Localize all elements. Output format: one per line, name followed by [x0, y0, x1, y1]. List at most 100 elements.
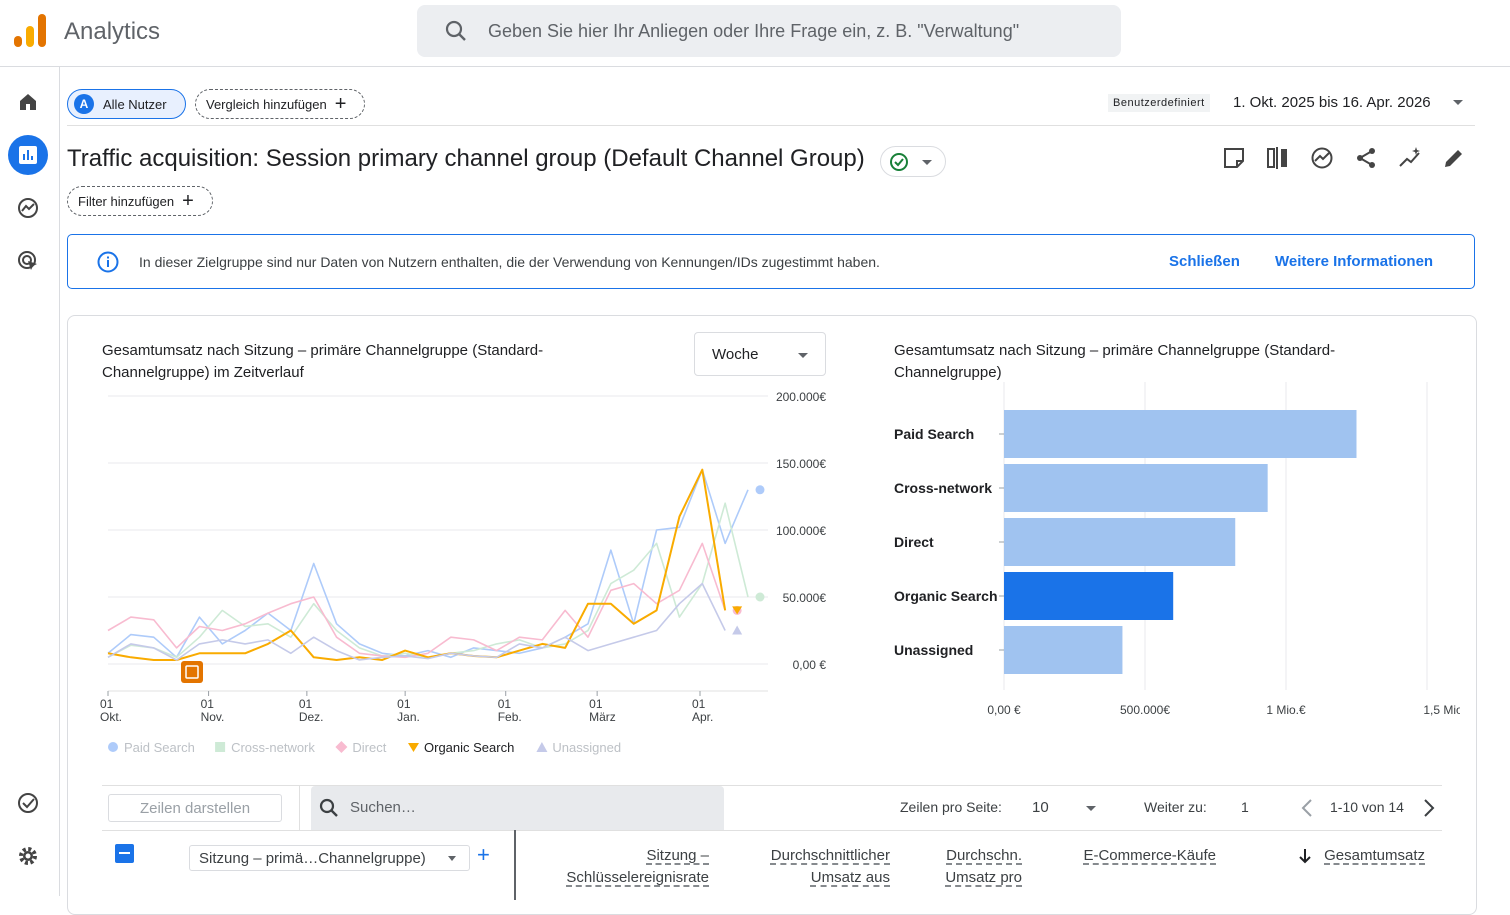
series-line	[107, 542, 726, 659]
chevron-down-icon[interactable]	[1086, 806, 1096, 811]
series-end-marker	[732, 606, 743, 615]
column-divider	[514, 830, 516, 900]
legend-item: Direct	[335, 740, 387, 755]
chevron-down-icon	[448, 856, 456, 861]
sparkle-trend-icon[interactable]	[1398, 146, 1422, 170]
bar	[1004, 572, 1174, 620]
col-avg-revenue[interactable]: Durchschnittlicher Umsatz aus	[730, 845, 890, 889]
bar-chart-title-line2: Channelgruppe)	[894, 364, 1002, 381]
y-tick-label: 100.000€	[776, 524, 826, 538]
show-rows-button[interactable]: Zeilen darstellen	[108, 794, 282, 822]
bar-chart-title-line1: Gesamtumsatz nach Sitzung – primäre Chan…	[894, 342, 1336, 359]
col-key-event-rate[interactable]: Sitzung – Schlüsselereignisrate	[530, 845, 709, 889]
segment-all-users[interactable]: A Alle Nutzer	[67, 89, 186, 119]
goto-label: Weiter zu:	[1144, 799, 1207, 815]
legend-marker	[108, 742, 118, 752]
divider	[299, 786, 300, 830]
search-placeholder: Geben Sie hier Ihr Anliegen oder Ihre Fr…	[488, 21, 1020, 41]
banner-more-info-link[interactable]: Weitere Informationen	[1275, 253, 1434, 270]
granularity-select[interactable]: Woche	[694, 332, 826, 376]
table-search-input[interactable]: Suchen…	[311, 786, 724, 830]
bar	[1004, 518, 1236, 566]
bar	[1004, 464, 1268, 512]
date-range[interactable]: 1. Okt. 2025 bis 16. Apr. 2026	[1233, 94, 1431, 111]
legend-label: Unassigned	[552, 740, 621, 755]
dimension-select[interactable]: Sitzung – primä…Channelgruppe)	[189, 845, 470, 871]
bar-category-label: Organic Search	[894, 588, 998, 604]
admin-check-icon	[18, 793, 38, 813]
add-dimension-icon[interactable]: +	[477, 842, 490, 867]
x-tick-label: Jan.	[397, 710, 420, 724]
rows-per-page-select[interactable]: 10	[1032, 799, 1049, 816]
note-icon[interactable]	[1222, 146, 1246, 170]
legend-label: Organic Search	[424, 740, 514, 755]
bar-category-label: Unassigned	[894, 642, 973, 658]
x-tick-label: 01	[299, 697, 313, 711]
bar	[1004, 626, 1123, 674]
col-total-revenue[interactable]: Gesamtumsatz	[1290, 845, 1425, 867]
x-tick-label: 1,5 Mio	[1423, 703, 1460, 717]
legend-marker	[335, 741, 348, 753]
series-end-marker	[732, 625, 743, 635]
compare-icon[interactable]	[1266, 146, 1290, 170]
banner-text: In dieser Zielgruppe sind nur Daten von …	[139, 254, 880, 270]
x-tick-label: Apr.	[692, 710, 713, 724]
search-icon	[445, 20, 466, 41]
top-bar: Analytics Geben Sie hier Ihr Anliegen od…	[0, 0, 1510, 67]
series-line	[107, 582, 726, 661]
legend-label: Direct	[352, 740, 386, 755]
col-ecommerce-purchases[interactable]: E-Commerce-Käufe	[1060, 845, 1216, 867]
chevron-right-icon[interactable]	[1422, 798, 1436, 818]
settings-icon	[19, 847, 37, 865]
reports-icon	[19, 146, 37, 164]
legend-item: Unassigned	[536, 740, 621, 755]
x-tick-label: 500.000€	[1120, 703, 1170, 717]
edit-icon[interactable]	[1442, 146, 1466, 170]
info-icon	[97, 251, 119, 273]
x-tick-label: 0,00 €	[987, 703, 1021, 717]
annotation-marker-icon	[181, 661, 203, 683]
x-tick-label: März	[589, 710, 616, 724]
nav-settings[interactable]	[8, 836, 48, 876]
bar-category-label: Paid Search	[894, 426, 974, 442]
col-label: Sitzung –	[646, 847, 709, 864]
x-tick-label: Dez.	[299, 710, 324, 724]
x-tick-label: 01	[201, 697, 215, 711]
check-circle-icon	[890, 153, 908, 171]
legend-marker	[536, 742, 548, 752]
rows-per-page-label: Zeilen pro Seite:	[900, 799, 1002, 815]
series-end-marker	[755, 485, 765, 495]
report-status-dropdown[interactable]	[880, 146, 946, 177]
add-filter-button[interactable]: Filter hinzufügen +	[67, 186, 213, 216]
line-chart-title-line1: Gesamtumsatz nach Sitzung – primäre Chan…	[102, 342, 544, 359]
search-icon	[319, 798, 338, 817]
date-mode-label: Benutzerdefiniert	[1108, 94, 1210, 112]
analytics-logo-icon[interactable]	[14, 14, 46, 48]
goto-input[interactable]: 1	[1241, 799, 1249, 815]
nav-admin-check[interactable]	[8, 783, 48, 823]
nav-reports[interactable]	[8, 135, 48, 175]
bar-category-label: Cross-network	[894, 480, 992, 496]
left-nav	[0, 67, 60, 896]
col-label: E-Commerce-Käufe	[1083, 847, 1216, 864]
search-box[interactable]: Geben Sie hier Ihr Anliegen oder Ihre Fr…	[417, 5, 1121, 57]
chevron-left-icon[interactable]	[1300, 798, 1314, 818]
add-comparison-button[interactable]: Vergleich hinzufügen +	[195, 89, 365, 119]
divider	[102, 830, 1442, 831]
table-search-placeholder: Suchen…	[350, 799, 416, 816]
share-icon[interactable]	[1354, 146, 1378, 170]
select-all-checkbox[interactable]	[115, 844, 134, 863]
bar	[1004, 410, 1357, 458]
divider	[67, 125, 1475, 126]
banner-close-link[interactable]: Schließen	[1169, 253, 1240, 270]
legend-marker	[408, 743, 419, 752]
col-avg-revenue-per[interactable]: Durchschn. Umsatz pro	[900, 845, 1022, 889]
nav-advertising[interactable]	[8, 241, 48, 281]
nav-explore[interactable]	[8, 188, 48, 228]
date-dropdown-icon[interactable]	[1453, 100, 1463, 105]
col-label: Umsatz aus	[810, 869, 890, 886]
x-tick-label: Okt.	[100, 710, 122, 724]
nav-home[interactable]	[8, 82, 48, 122]
series-line	[107, 468, 749, 659]
insights-icon[interactable]	[1310, 146, 1334, 170]
